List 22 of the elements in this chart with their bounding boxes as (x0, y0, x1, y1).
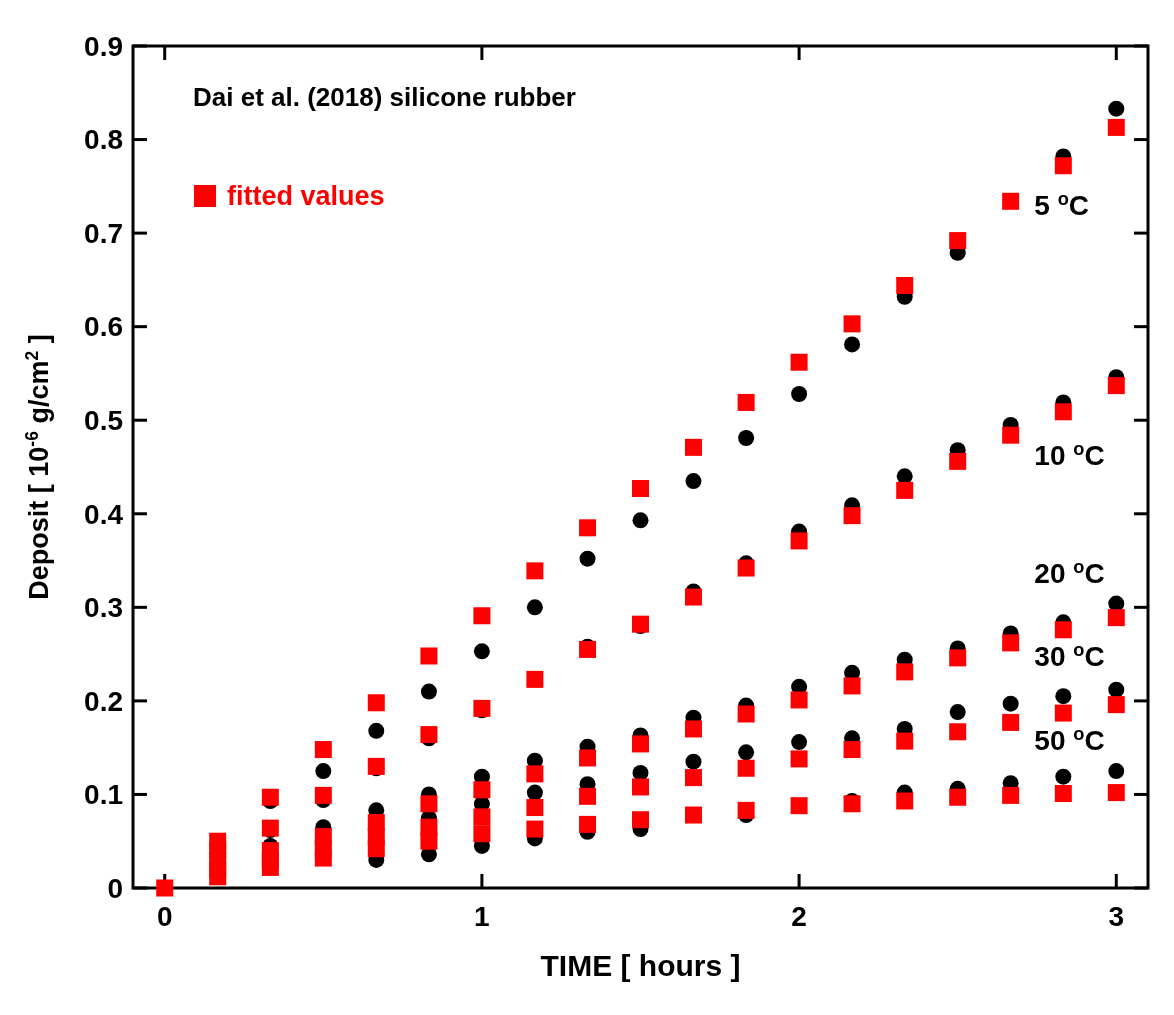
y-tick-label: 0.7 (84, 217, 123, 249)
y-tick-label: 0.8 (84, 124, 123, 156)
annotation: 20 $^{o}$C (1034, 556, 1105, 589)
x-tick-label: 0 (156, 901, 173, 932)
x-tick-label: 3 (1108, 901, 1125, 932)
y-tick-label: 0.9 (84, 30, 123, 62)
y-tick-label: 0.2 (84, 685, 123, 717)
y-tick-label: 0.4 (84, 498, 124, 530)
y-tick-label: 0.6 (84, 311, 123, 343)
annotation: 5 $^{o}$C (1034, 188, 1090, 221)
annotation: 10 $^{o}$C (1034, 439, 1105, 472)
y-tick-label: 0 (107, 872, 123, 904)
x-axis-title: TIME [ hours ] (540, 949, 741, 982)
annotation: 30 $^{o}$C (1034, 640, 1105, 673)
text: Dai et al. (2018) silicone rubber (193, 82, 576, 112)
x-tick-label: 1 (474, 901, 490, 932)
y-tick-label: 0.1 (84, 779, 123, 811)
x-tick-label: 2 (791, 901, 807, 932)
y-tick-label: 0.3 (84, 592, 123, 624)
legend-label: fitted values (227, 181, 385, 212)
annotation: 50 $^{o}$C (1034, 724, 1105, 757)
y-tick-label: 0.5 (84, 405, 123, 437)
